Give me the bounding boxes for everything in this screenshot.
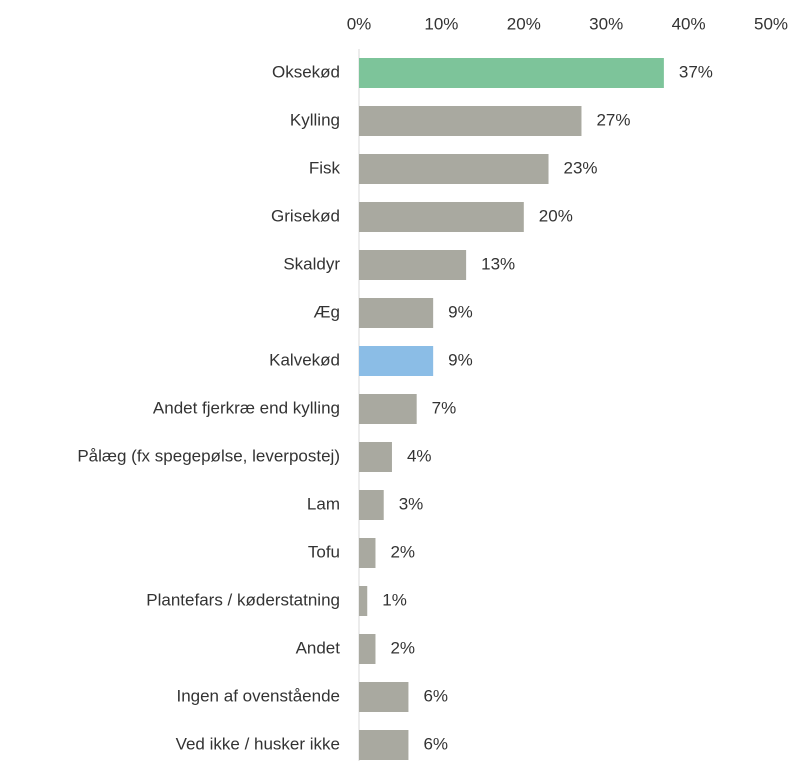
value-label: 27%: [596, 110, 630, 129]
bar: [359, 346, 434, 376]
category-label: Tofu: [308, 542, 340, 561]
category-label: Fisk: [309, 158, 341, 177]
bar: [359, 442, 392, 472]
bar: [359, 490, 384, 520]
bar: [359, 298, 434, 328]
bar: [359, 634, 376, 664]
bar: [359, 682, 409, 712]
category-label: Kylling: [290, 110, 340, 129]
value-label: 6%: [423, 734, 448, 753]
x-tick-label: 50%: [754, 14, 788, 33]
bar: [359, 58, 664, 88]
value-label: 9%: [448, 350, 473, 369]
value-label: 1%: [382, 590, 407, 609]
x-tick-label: 40%: [672, 14, 706, 33]
category-label: Grisekød: [271, 206, 340, 225]
value-label: 9%: [448, 302, 473, 321]
category-label: Oksekød: [272, 62, 340, 81]
bar: [359, 106, 582, 136]
x-tick-label: 20%: [507, 14, 541, 33]
bar: [359, 250, 467, 280]
category-label: Ved ikke / husker ikke: [176, 734, 340, 753]
category-label: Ingen af ovenstående: [176, 686, 340, 705]
bar: [359, 154, 549, 184]
value-label: 2%: [390, 542, 415, 561]
category-label: Plantefars / køderstatning: [146, 590, 340, 609]
x-tick-label: 10%: [424, 14, 458, 33]
category-label: Skaldyr: [283, 254, 340, 273]
x-tick-label: 30%: [589, 14, 623, 33]
bar: [359, 586, 368, 616]
value-label: 6%: [423, 686, 448, 705]
value-label: 20%: [539, 206, 573, 225]
value-label: 23%: [564, 158, 598, 177]
bar: [359, 394, 417, 424]
category-label: Lam: [307, 494, 340, 513]
value-label: 37%: [679, 62, 713, 81]
category-label: Pålæg (fx spegepølse, leverpostej): [77, 446, 340, 465]
category-label: Andet: [296, 638, 341, 657]
category-label: Andet fjerkræ end kylling: [153, 398, 340, 417]
category-label: Kalvekød: [269, 350, 340, 369]
value-label: 4%: [407, 446, 432, 465]
value-label: 13%: [481, 254, 515, 273]
value-label: 2%: [390, 638, 415, 657]
value-label: 7%: [432, 398, 457, 417]
x-tick-label: 0%: [347, 14, 372, 33]
value-label: 3%: [399, 494, 424, 513]
category-label: Æg: [314, 302, 340, 321]
bar: [359, 538, 376, 568]
bar: [359, 730, 409, 760]
bar: [359, 202, 524, 232]
